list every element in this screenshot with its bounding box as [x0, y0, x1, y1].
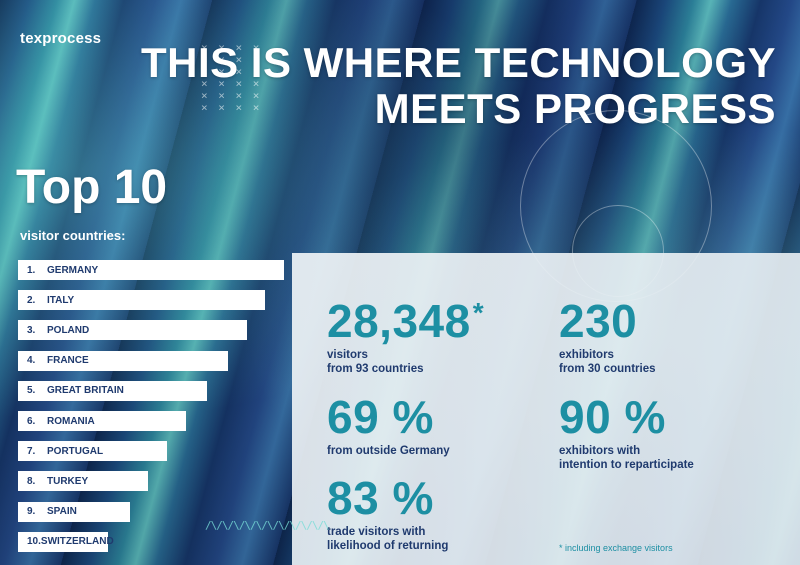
stat-visitors: 28,348* visitors from 93 countries	[327, 298, 484, 376]
country-name: PORTUGAL	[47, 445, 104, 457]
stat-exhibitors-value: 230	[559, 295, 638, 347]
country-name: FRANCE	[47, 355, 89, 367]
top-10-title: Top 10	[16, 161, 168, 214]
headline-line-1: THIS IS WHERE TECHNOLOGY	[140, 39, 776, 86]
decorative-x-pattern: × × × × × × × × × × × × × × × × × × × × × × ×…	[201, 41, 262, 114]
country-name: ROMANIA	[47, 415, 95, 427]
country-rank: 3.	[27, 324, 36, 336]
decorative-zigzag: /\/\/\/\/\/\/\/\/\/\/\	[205, 519, 330, 532]
stat-outside-germany-value: 69 %	[327, 391, 434, 443]
stats-panel	[292, 253, 800, 565]
country-bar: 5. GREAT BRITAIN	[18, 380, 207, 401]
country-bar: 9. SPAIN	[18, 501, 130, 522]
stat-exhibitors-label-1: exhibitors	[559, 349, 614, 361]
stat-visitors-label-2: from 93 countries	[327, 363, 424, 375]
country-name: SPAIN	[47, 506, 77, 518]
country-name: POLAND	[47, 324, 90, 336]
stat-returning: 83 % trade visitors with likelihood of r…	[327, 475, 448, 553]
stat-visitors-value: 28,348	[327, 295, 471, 347]
stat-returning-label-1: trade visitors with	[327, 526, 426, 538]
country-rank: 1.	[27, 264, 36, 276]
country-rank: 9.	[27, 506, 36, 518]
country-bar: 3. POLAND	[18, 320, 247, 341]
stat-reparticipate: 90 % exhibitors with intention to repart…	[559, 394, 694, 472]
stat-outside-germany: 69 % from outside Germany	[327, 394, 450, 458]
country-rank: 5.	[27, 385, 36, 397]
country-bar: 6. ROMANIA	[18, 411, 186, 431]
country-bar: 2. ITALY	[18, 290, 265, 311]
country-rank: 6.	[27, 415, 36, 427]
country-rank: 8.	[27, 475, 36, 487]
country-rank: 4.	[27, 355, 36, 367]
country-name: GREAT BRITAIN	[47, 385, 124, 397]
top-10-subtitle: visitor countries:	[20, 228, 126, 243]
stat-reparticipate-label-1: exhibitors with	[559, 445, 641, 457]
footnote: * including exchange visitors	[559, 543, 673, 553]
stat-exhibitors: 230 exhibitors from 30 countries	[559, 298, 656, 376]
country-rank: 10.	[27, 536, 41, 548]
country-name: ITALY	[47, 294, 75, 306]
country-name: SWITZERLAND	[40, 536, 114, 548]
stat-exhibitors-label-2: from 30 countries	[559, 363, 656, 375]
stat-returning-label-2: likelihood of returning	[327, 540, 449, 552]
stat-outside-germany-label: from outside Germany	[327, 445, 450, 457]
country-name: GERMANY	[47, 264, 99, 276]
headline-line-2: MEETS PROGRESS	[374, 85, 776, 132]
brand-logo: texprocess	[20, 30, 102, 47]
country-rank: 2.	[27, 294, 36, 306]
stat-reparticipate-value: 90 %	[559, 391, 666, 443]
country-rank: 7.	[27, 445, 36, 457]
headline: THIS IS WHERE TECHNOLOGY MEETS PROGRESS	[141, 40, 776, 132]
country-bar: 8. TURKEY	[18, 471, 148, 492]
country-bar: 1. GERMANY	[18, 260, 284, 280]
stat-visitors-label-1: visitors	[327, 349, 368, 361]
country-bar: 7. PORTUGAL	[18, 441, 167, 462]
country-bar: 10. SWITZERLAND	[18, 531, 114, 552]
stat-returning-value: 83 %	[327, 472, 434, 524]
asterisk-marker: *	[472, 297, 485, 328]
country-bar: 4. FRANCE	[18, 350, 228, 371]
country-name: TURKEY	[47, 475, 89, 487]
stat-reparticipate-label-2: intention to reparticipate	[559, 459, 694, 471]
